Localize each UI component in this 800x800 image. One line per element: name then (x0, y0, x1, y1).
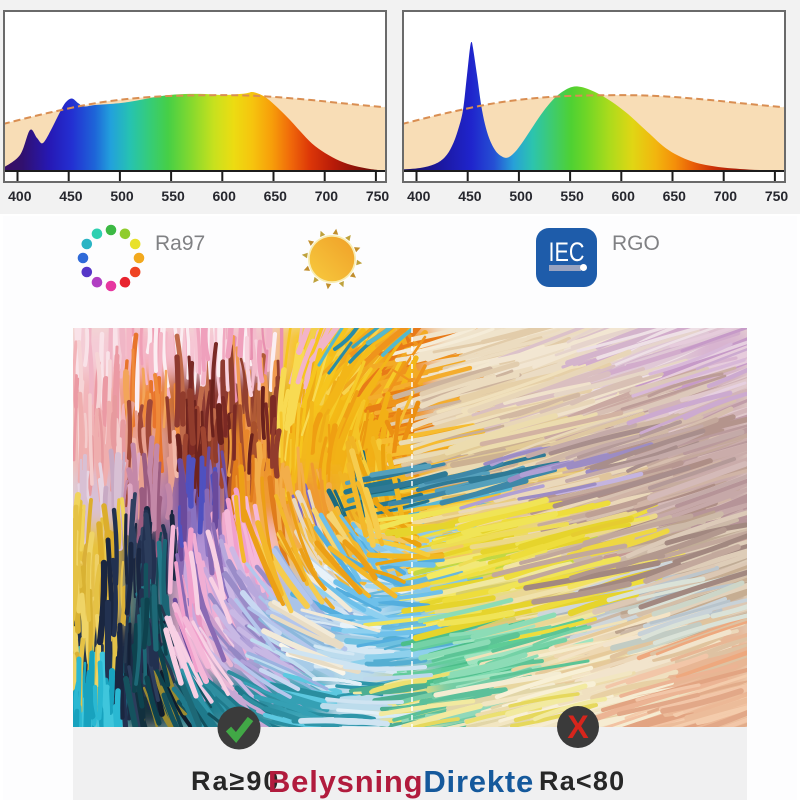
svg-text:X: X (567, 709, 589, 745)
